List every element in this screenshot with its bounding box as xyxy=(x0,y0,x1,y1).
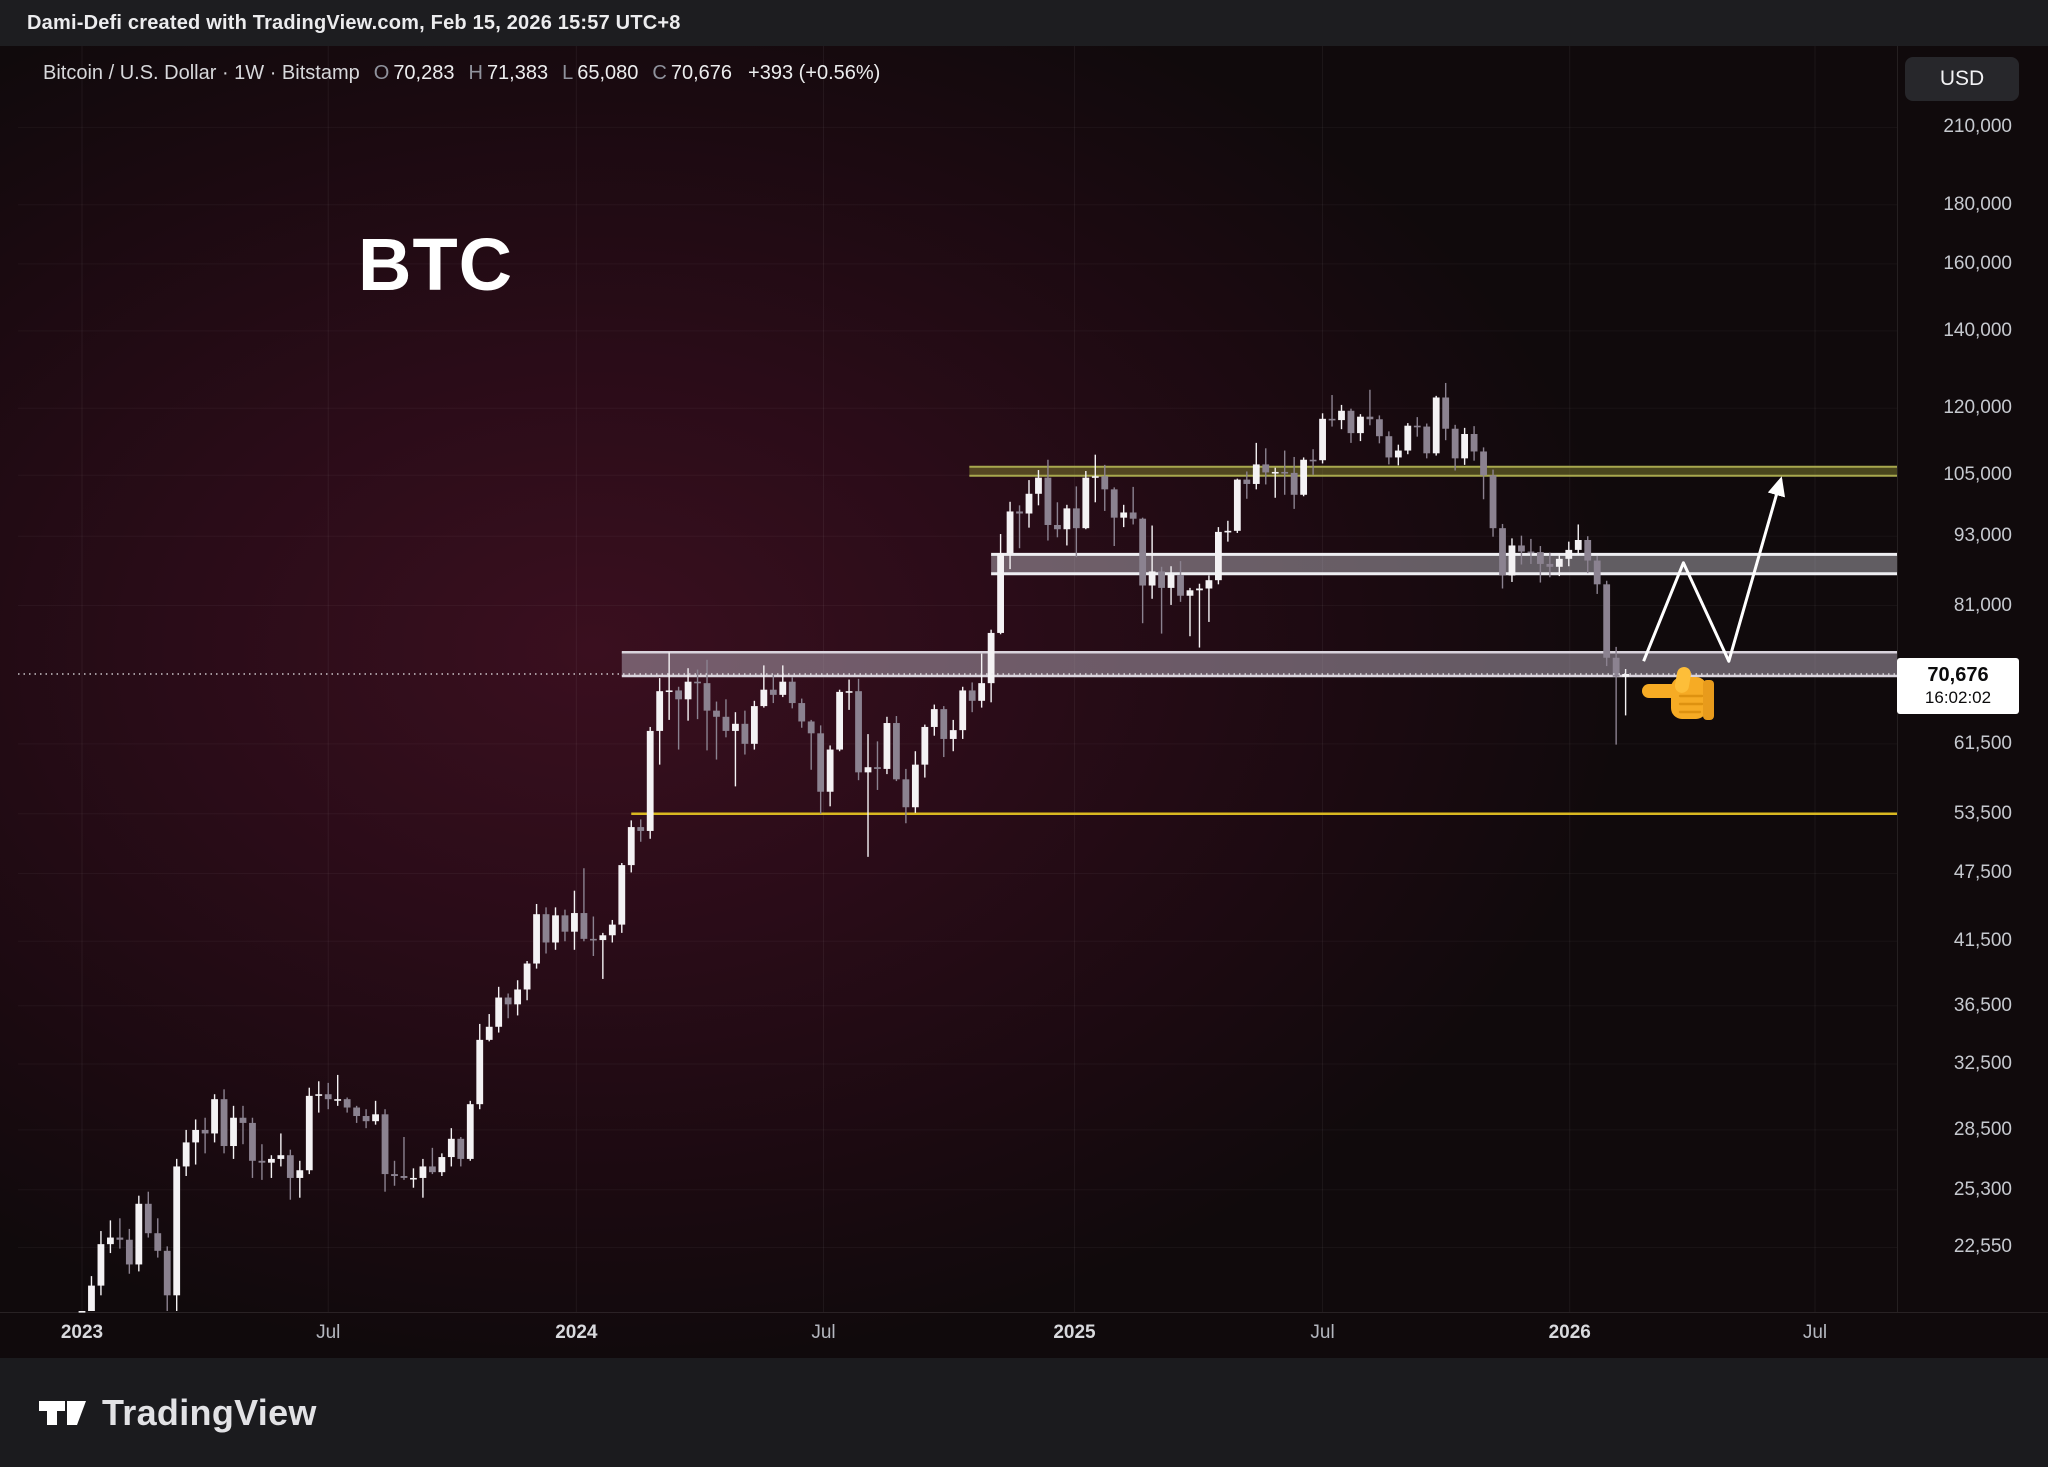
price-tick-label: 140,000 xyxy=(1943,319,2012,341)
price-tick-label: 61,500 xyxy=(1953,732,2012,754)
price-tick-label: 210,000 xyxy=(1943,116,2012,138)
time-tick-label: Jul xyxy=(316,1322,341,1343)
chart-title-watermark: BTC xyxy=(358,223,514,306)
low-label: L xyxy=(562,62,574,84)
price-tick-label: 81,000 xyxy=(1953,594,2012,616)
price-tick-label: 36,500 xyxy=(1953,994,2012,1016)
close-value: 70,676 xyxy=(670,62,733,84)
time-tick-label: 2023 xyxy=(60,1322,104,1343)
low-value: 65,080 xyxy=(577,62,639,84)
current-price-value: 70,676 xyxy=(1927,664,1989,686)
symbol-title[interactable]: Bitcoin / U.S. Dollar · 1W · Bitstamp xyxy=(43,62,360,84)
price-tick-label: 53,500 xyxy=(1953,802,2012,824)
price-tick-label: 47,500 xyxy=(1953,862,2012,884)
change-value: +393 (+0.56%) xyxy=(748,62,881,84)
high-value: 71,383 xyxy=(486,62,549,84)
attribution-text: Dami-Defi created with TradingView.com, … xyxy=(27,11,681,34)
price-tick-label: 160,000 xyxy=(1943,252,2012,274)
price-tick-label: 93,000 xyxy=(1953,525,2012,547)
chart-legend: Bitcoin / U.S. Dollar · 1W · Bitstamp O 70… xyxy=(43,62,880,85)
price-tick-label: 22,550 xyxy=(1953,1236,2012,1258)
top-attribution-bar: Dami-Defi created with TradingView.com, … xyxy=(0,0,2048,46)
footer: TradingView xyxy=(0,1358,2048,1467)
price-tick-label: 105,000 xyxy=(1943,464,2012,486)
price-tick-label: 25,300 xyxy=(1953,1178,2012,1200)
open-value: 70,283 xyxy=(393,62,455,84)
currency-button[interactable]: USD xyxy=(1905,57,2019,101)
current-price-tag: 70,676 16:02:02 xyxy=(1897,658,2019,715)
time-tick-label: 2025 xyxy=(1053,1322,1096,1343)
bar-countdown: 16:02:02 xyxy=(1924,688,1992,707)
time-tick-label: Jul xyxy=(1310,1322,1335,1343)
price-tick-label: 28,500 xyxy=(1953,1118,2012,1140)
close-label: C xyxy=(652,62,667,84)
price-tick-label: 180,000 xyxy=(1943,193,2012,215)
time-tick-label: Jul xyxy=(1802,1322,1828,1343)
open-label: O xyxy=(373,62,390,84)
price-tick-label: 41,500 xyxy=(1953,930,2012,952)
high-label: H xyxy=(468,62,483,84)
time-tick-label: 2026 xyxy=(1548,1322,1591,1343)
price-tick-label: 120,000 xyxy=(1943,397,2012,419)
price-tick-label: 32,500 xyxy=(1953,1052,2012,1074)
tradingview-wordmark: TradingView xyxy=(102,1391,317,1433)
tradingview-logo[interactable]: TradingView xyxy=(39,1391,317,1435)
time-tick-label: Jul xyxy=(811,1322,836,1343)
tradingview-logo-icon xyxy=(39,1400,86,1425)
time-axis-separator xyxy=(0,1312,2048,1313)
time-tick-label: 2024 xyxy=(555,1322,598,1343)
time-axis[interactable]: 2023 Jul 2024 Jul 2025 Jul 2026 Jul xyxy=(0,1313,2048,1358)
pointing-hand-emoji[interactable] xyxy=(1641,666,1717,726)
